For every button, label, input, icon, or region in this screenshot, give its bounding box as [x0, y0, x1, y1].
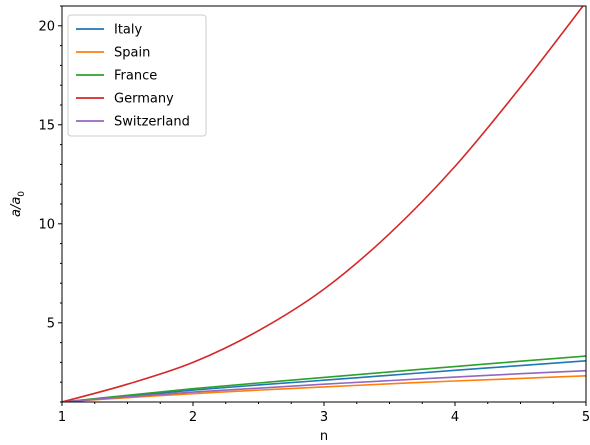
axes-layer: 1 2 3 4 5 5 10 15 20 — [38, 5, 590, 425]
y-tick-label: 15 — [38, 118, 55, 133]
x-tick-label: 2 — [189, 410, 197, 425]
y-tick-label: 5 — [47, 316, 55, 331]
series-line-italy — [62, 360, 586, 402]
y-axis-label-main: a/a — [9, 197, 24, 217]
y-axis-label-subscript: 0 — [17, 191, 27, 197]
legend-label-italy: Italy — [114, 23, 143, 38]
x-tick-label: 3 — [320, 410, 328, 425]
series-line-spain — [62, 375, 586, 402]
series-line-switzerland — [62, 369, 586, 402]
x-tick-label: 1 — [58, 410, 66, 425]
x-tick-label: 4 — [451, 410, 459, 425]
x-tick-label: 5 — [582, 410, 590, 425]
legend-label-spain: Spain — [114, 46, 150, 61]
y-axis-label: a/a0 — [9, 191, 27, 217]
x-axis-label: n — [320, 429, 328, 444]
y-tick-label: 20 — [38, 19, 55, 34]
legend-box — [67, 14, 207, 137]
y-tick-label: 10 — [38, 217, 55, 232]
plot-layer — [62, 6, 586, 402]
series-line-germany — [62, 6, 584, 402]
legend: Italy Spain France Germany Switzerland — [67, 14, 207, 137]
legend-label-germany: Germany — [114, 92, 174, 107]
legend-label-switzerland: Switzerland — [114, 115, 190, 130]
series-line-france — [62, 355, 586, 402]
legend-label-france: France — [114, 69, 157, 84]
